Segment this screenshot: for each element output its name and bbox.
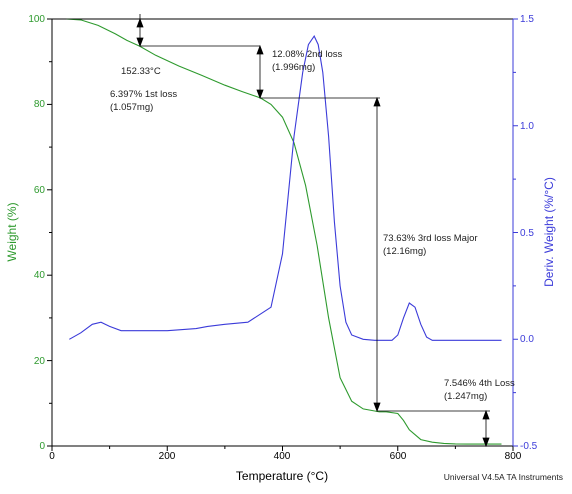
annotation-4th-loss: 7.546% 4th Loss	[444, 378, 515, 389]
tick-marks	[47, 18, 518, 451]
y-left-tick-label: 100	[28, 14, 45, 25]
x-axis-label: Temperature (°C)	[236, 469, 328, 483]
y-right-axis-label: Deriv. Weight (%/°C)	[542, 177, 556, 287]
y-right-tick-label: 1.0	[520, 121, 534, 132]
annotation-3rd-loss: 73.63% 3rd loss Major	[383, 233, 478, 244]
y-right-tick-label: -0.5	[520, 441, 538, 452]
y-left-tick-label: 40	[34, 270, 46, 281]
weight-series-line	[66, 18, 502, 445]
x-tick-label: 600	[390, 451, 407, 462]
arrow-head	[256, 44, 264, 55]
y-left-axis-label: Weight (%)	[5, 202, 19, 261]
y-right-tick-label: 0.0	[520, 334, 534, 345]
annotation-3rd-loss-mass: (12.16mg)	[383, 246, 426, 257]
y-left-tick-label: 60	[34, 185, 46, 196]
annotation-1st-loss: 6.397% 1st loss	[110, 89, 177, 100]
instrument-footer: Universal V4.5A TA Instruments	[444, 472, 563, 482]
x-tick-label: 0	[49, 451, 55, 462]
arrow-head	[373, 96, 381, 107]
loss-step-markers	[52, 14, 490, 448]
y-left-tick-label: 20	[34, 356, 46, 367]
y-right-tick-label: 1.5	[520, 14, 534, 25]
arrow-head	[136, 37, 144, 48]
x-tick-label: 200	[159, 451, 176, 462]
annotation-4th-loss-mass: (1.247mg)	[444, 391, 487, 402]
y-left-tick-label: 0	[39, 441, 45, 452]
annotation-temperature: 152.33°C	[121, 66, 161, 77]
deriv-weight-series-line	[69, 34, 502, 341]
arrow-head	[482, 437, 490, 448]
arrow-head	[373, 402, 381, 413]
x-tick-label: 400	[274, 451, 291, 462]
x-tick-label: 800	[505, 451, 522, 462]
arrow-head	[136, 17, 144, 28]
annotation-2nd-loss: 12.08% 2nd loss	[272, 49, 342, 60]
y-right-tick-label: 0.5	[520, 228, 534, 239]
annotation-2nd-loss-mass: (1.996mg)	[272, 62, 315, 73]
y-left-tick-label: 80	[34, 99, 46, 110]
annotation-1st-loss-mass: (1.057mg)	[110, 102, 153, 113]
arrow-head	[256, 89, 264, 100]
arrow-head	[482, 409, 490, 420]
